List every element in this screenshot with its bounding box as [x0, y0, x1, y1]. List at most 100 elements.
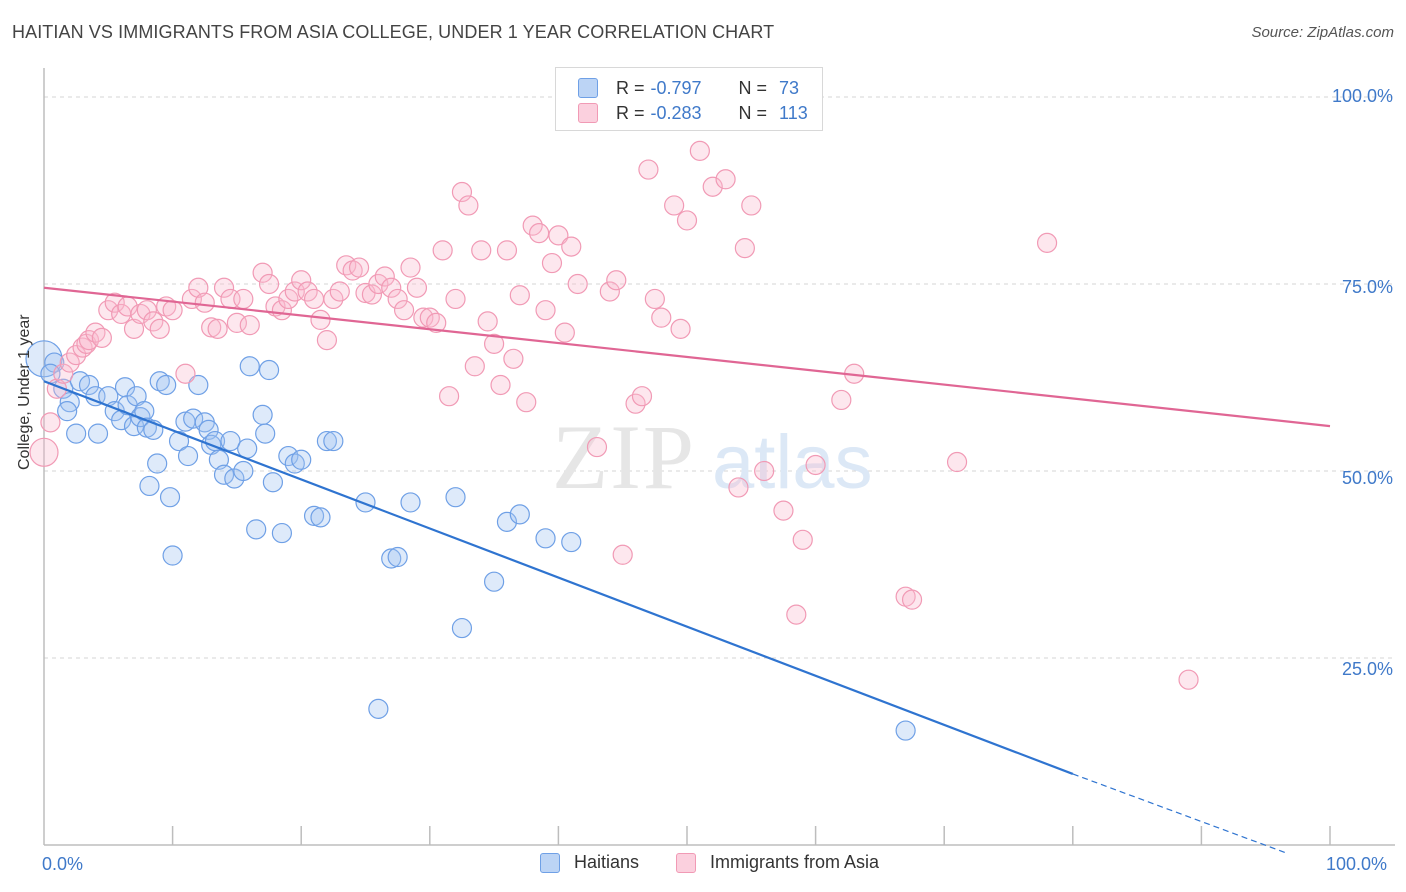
x-tick-label-min: 0.0%: [42, 854, 84, 874]
data-point: [316, 430, 338, 452]
data-point: [426, 312, 447, 333]
data-point: [1036, 232, 1058, 253]
data-point: [561, 531, 582, 553]
data-point: [831, 389, 852, 411]
legend-item-haitians[interactable]: Haitians: [540, 852, 639, 873]
data-point: [400, 257, 421, 278]
data-point: [53, 363, 74, 384]
data-point: [149, 318, 170, 339]
data-point: [220, 430, 241, 452]
data-point: [147, 453, 168, 474]
legend-swatch-immigrants-from-asia: [676, 852, 696, 873]
data-point: [233, 288, 254, 310]
data-point: [262, 472, 284, 493]
legend-swatch-haitians: [540, 852, 560, 873]
data-point: [139, 475, 160, 497]
data-point: [644, 288, 665, 310]
data-point: [445, 487, 466, 508]
data-point: [689, 140, 710, 161]
watermark-atlas: atlas: [712, 420, 873, 505]
data-point: [734, 237, 755, 259]
data-point: [529, 223, 550, 244]
legend-row-haitians: R = -0.797 N = 73: [578, 76, 799, 100]
chart-title: HAITIAN VS IMMIGRANTS FROM ASIA COLLEGE,…: [12, 22, 775, 42]
data-point: [348, 257, 370, 278]
data-point: [40, 412, 61, 433]
data-point: [612, 544, 633, 565]
data-point: [381, 548, 402, 569]
legend-r-label: R =: [616, 77, 645, 98]
data-point: [252, 262, 273, 283]
legend-swatch-haitians: [578, 78, 598, 98]
data-point: [233, 460, 254, 482]
data-point: [123, 318, 145, 339]
data-point: [66, 423, 87, 444]
data-point: [188, 277, 209, 298]
data-point: [303, 288, 325, 310]
data-point: [271, 522, 293, 544]
data-point: [291, 270, 312, 291]
data-point: [1178, 669, 1199, 690]
data-point: [638, 159, 659, 180]
data-point: [773, 500, 794, 521]
data-point: [258, 273, 280, 295]
data-point: [130, 303, 151, 325]
data-point: [393, 300, 415, 321]
trend-line: [43, 286, 1331, 428]
legend-row-immigrants-from-asia: R = -0.283 N = 113: [578, 101, 808, 125]
series-legend: Haitians Immigrants from Asia: [0, 852, 1406, 876]
legend-label-immigrants-from-asia: Immigrants from Asia: [710, 852, 880, 872]
data-point: [484, 333, 505, 354]
data-point: [728, 477, 749, 498]
data-point: [91, 327, 112, 348]
data-point: [516, 392, 537, 413]
data-point: [792, 529, 813, 550]
data-point: [188, 374, 209, 396]
data-point: [25, 340, 63, 378]
data-point: [201, 317, 222, 338]
series-immigrants-from-asia: [29, 140, 1199, 690]
data-point: [786, 604, 807, 625]
data-point: [754, 460, 775, 482]
data-point: [85, 322, 106, 343]
trend-line-extension: [1072, 773, 1286, 854]
data-point: [162, 300, 183, 321]
watermark: ZIP atlas: [552, 406, 873, 508]
legend-n-label: N =: [738, 102, 768, 123]
correlation-legend: R = -0.797 N = 73 R = -0.283 N = 113: [555, 67, 823, 131]
data-point: [496, 240, 518, 261]
trend-lines: [43, 286, 1331, 854]
data-point: [57, 401, 78, 422]
y-tick-label: 50.0%: [1341, 468, 1393, 488]
source-label: Source: ZipAtlas.com: [1251, 24, 1394, 41]
y-tick-label: 100.0%: [1331, 86, 1393, 106]
data-point: [258, 359, 280, 381]
data-point: [213, 277, 235, 298]
data-point: [567, 273, 588, 295]
y-axis-label: College, Under 1 year: [16, 314, 33, 470]
data-point: [484, 571, 505, 592]
data-point: [239, 356, 260, 377]
data-point: [413, 307, 434, 328]
data-point: [676, 210, 698, 231]
data-point: [368, 698, 389, 719]
data-point: [159, 487, 181, 508]
data-point: [284, 453, 305, 474]
data-point: [177, 445, 199, 467]
data-point: [702, 176, 723, 197]
data-point: [670, 318, 691, 339]
data-point: [303, 505, 325, 526]
legend-label-haitians: Haitians: [574, 852, 640, 872]
data-point: [310, 309, 331, 331]
data-point: [895, 720, 916, 741]
data-point: [198, 419, 219, 440]
data-point: [194, 292, 215, 313]
data-point: [490, 374, 511, 396]
x-tick-label-max: 100.0%: [1326, 854, 1388, 874]
data-point: [374, 266, 395, 287]
data-point: [535, 300, 556, 321]
data-point: [387, 288, 408, 310]
data-point: [451, 181, 473, 203]
data-point: [316, 330, 338, 351]
legend-item-immigrants-from-asia[interactable]: Immigrants from Asia: [676, 852, 879, 873]
